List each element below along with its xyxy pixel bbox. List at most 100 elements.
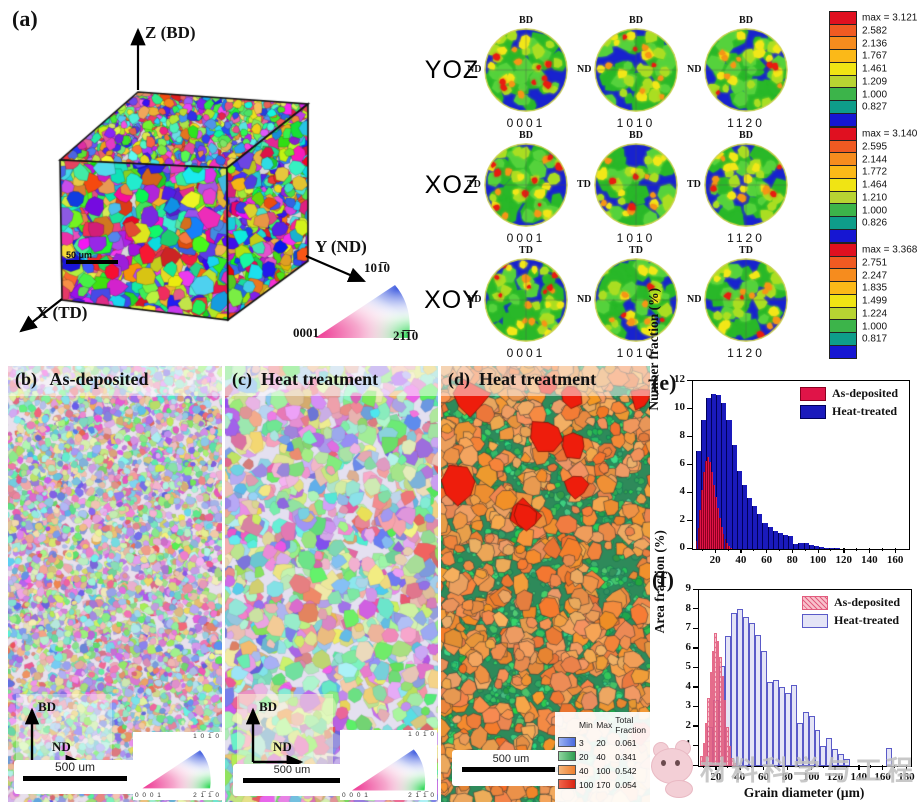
bar (803, 543, 809, 549)
pf-pole-top-label: BD (629, 130, 643, 141)
colorbar-tick-label: 1.464 (862, 179, 888, 191)
logo-eye (675, 760, 680, 766)
y-axis-title: Area fraction (%) (652, 530, 667, 634)
panel-c-title: (c) Heat treatment (232, 369, 378, 390)
legend-fraction: 0.542 (615, 766, 637, 776)
y-tick-label: 3 (685, 699, 692, 712)
bar (726, 420, 732, 549)
pf-plane-label: 1010 (616, 346, 656, 360)
panel-c-bd-label: BD (259, 699, 278, 714)
legend-entry: As-deposited (802, 595, 900, 610)
bar (772, 679, 779, 766)
y-tick-label: 4 (685, 679, 692, 692)
colorbar-cell (829, 228, 857, 243)
pf-pole-side-label: TD (577, 179, 591, 190)
bar (783, 535, 789, 549)
watermark-logo (651, 740, 701, 798)
pf-row-label: XOZ (424, 171, 480, 199)
panel-b-bd-label: BD (38, 699, 57, 714)
pf-pole-side-label: TD (467, 179, 481, 190)
pf-row-label: XOY (424, 286, 480, 314)
ipf-a-label-0001: 0001 (293, 325, 319, 340)
colorbar-tick-label: 0.817 (862, 333, 888, 345)
bar (730, 547, 733, 549)
panel-d-legend-table: Min Max Total Fraction 3 20 0.061 20 40 0… (555, 712, 650, 802)
legend-row: 20 40 0.341 (558, 750, 649, 764)
panel-c-scalebar-bar (243, 778, 341, 783)
bar (707, 697, 710, 766)
y-tick-label: 8 (679, 429, 686, 441)
legend-label: As-deposited (832, 386, 899, 400)
panel-b-label: (b) (15, 369, 37, 389)
x-tick (786, 765, 789, 770)
pole-figure (704, 143, 788, 227)
ipf-triangle (351, 749, 426, 791)
y-tick-label: 10 (674, 401, 685, 413)
pf-pole-top-label: BD (739, 15, 753, 26)
panel-b-scalebar: 500 um (14, 760, 136, 794)
bar (721, 676, 724, 766)
panel-c-label: (c) (232, 369, 252, 389)
ipf-c-label-1010: 1 0 1̅ 0 (408, 731, 435, 738)
x-tick (894, 548, 897, 553)
y-axis-title: Number fraction (%) (646, 287, 661, 411)
x-minor-tick (701, 548, 703, 551)
bar (695, 451, 701, 549)
pf-pole-top-label: BD (629, 15, 643, 26)
legend-fraction: 0.054 (615, 780, 637, 790)
chart-panel-label: (f) (652, 567, 674, 592)
bar (826, 737, 833, 766)
colorbar-tick-label: 1.000 (862, 205, 888, 217)
colorbar-cell (829, 203, 857, 218)
x-minor-tick (703, 765, 705, 768)
bar (700, 420, 706, 549)
legend-hd-min: Min (579, 720, 593, 730)
bar (749, 623, 755, 766)
y-tick-label: 2 (685, 718, 692, 731)
panel-d-header-band (441, 366, 650, 396)
bar (754, 634, 761, 766)
x-tick-label: 100 (802, 771, 820, 783)
pf-pole-side-label: ND (467, 64, 482, 75)
legend-fraction: 0.341 (615, 752, 637, 762)
x-tick-label: 80 (781, 771, 793, 783)
colorbar-cell (829, 99, 857, 114)
panel-c: (c) Heat treatment BD ND 500 um 1 0 1̅ 0 (225, 366, 438, 802)
x-minor-tick (822, 765, 824, 768)
legend-swatch (802, 613, 828, 628)
logo-body (665, 780, 693, 798)
panel-c-scalebar: 500 um (233, 764, 351, 796)
colorbar-tick-label: 2.136 (862, 38, 888, 50)
colorbar-cell (829, 243, 857, 257)
y-tick (693, 764, 698, 766)
legend-swatch (800, 386, 826, 401)
y-tick-label: 0 (679, 541, 686, 553)
colorbar-cell (829, 112, 857, 127)
bar (728, 546, 731, 549)
legend-entry: Heat-treated (802, 613, 900, 628)
pf-plane-label: 1010 (616, 116, 656, 130)
colorbar-cell (829, 293, 857, 308)
plot-area (692, 380, 910, 550)
legend-fraction: 0.061 (615, 738, 637, 748)
y-tick (693, 725, 698, 727)
y-axis-arrow (305, 254, 367, 283)
x-minor-tick (778, 548, 780, 551)
panel-d-label: (d) (448, 369, 470, 389)
panel-c-title-text: Heat treatment (260, 369, 379, 389)
watermark-text: 材料科学与工程 (700, 756, 917, 786)
y-tick (687, 463, 692, 465)
bar (722, 533, 725, 549)
chart-area-fraction: (f)012345678920406080100120140160180Area… (650, 530, 917, 802)
bar (743, 617, 750, 766)
pole-figure (704, 258, 788, 342)
y-tick (687, 547, 692, 549)
x-minor-tick (774, 765, 776, 768)
bar (747, 497, 753, 549)
ipf-b-label-2110: 2 1̅ 1̅ 0 (193, 792, 220, 799)
legend-swatch (800, 404, 826, 419)
x-tick (763, 765, 765, 770)
colorbar-cell (829, 61, 857, 76)
bar (829, 547, 835, 549)
y-tick (693, 608, 698, 610)
